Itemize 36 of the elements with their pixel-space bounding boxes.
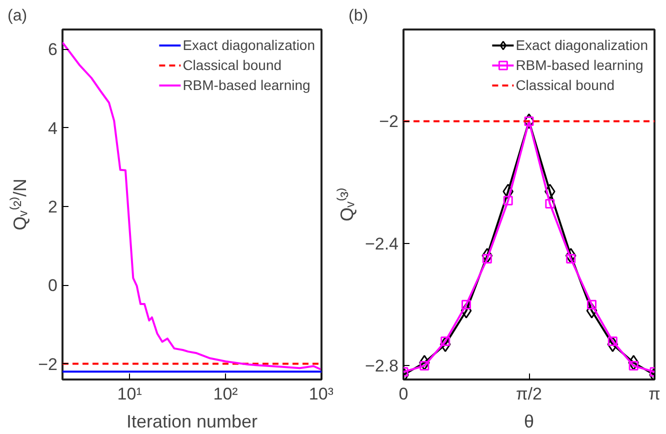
chart-title: (a) bbox=[8, 8, 28, 24]
point bbox=[545, 198, 555, 208]
y-tick-label: 2 bbox=[48, 197, 58, 216]
y-tick-label: 0 bbox=[48, 276, 58, 296]
point bbox=[440, 336, 451, 352]
y-axis-title: Qᵥ⁽³⁾ bbox=[336, 188, 357, 222]
point bbox=[586, 302, 598, 318]
y-tick-label: 6 bbox=[48, 40, 58, 60]
legend-label: RBM-based learning bbox=[516, 57, 644, 73]
x-axis-title: Iteration number bbox=[126, 412, 258, 432]
x-tick-label: π bbox=[648, 384, 660, 404]
point bbox=[607, 336, 618, 352]
x-axis-title: θ bbox=[524, 412, 534, 432]
chart-title: (b) bbox=[348, 8, 368, 24]
legend-label: Classical bound bbox=[182, 57, 282, 73]
point bbox=[565, 248, 576, 264]
point bbox=[460, 302, 472, 318]
x-tick-label: 10² bbox=[213, 384, 238, 404]
y-tick-label: −2.8 bbox=[364, 356, 398, 376]
point bbox=[482, 248, 493, 264]
legend-label: Exact diagonalization bbox=[182, 37, 315, 53]
y-tick-label: −2.4 bbox=[364, 234, 398, 254]
x-tick-label: 10³ bbox=[308, 384, 334, 404]
legend-label: Exact diagonalization bbox=[516, 37, 648, 53]
legend-label: RBM-based learning bbox=[182, 77, 310, 93]
point bbox=[503, 196, 513, 206]
y-tick-label: −2 bbox=[379, 112, 399, 132]
x-tick-label: 10¹ bbox=[117, 384, 142, 404]
point bbox=[587, 300, 596, 310]
point bbox=[524, 116, 534, 126]
point bbox=[462, 300, 471, 310]
y-axis-title: Qᵥ⁽²⁾/N bbox=[9, 178, 30, 230]
y-tick-label: 4 bbox=[48, 118, 58, 138]
legend-label: Classical bound bbox=[516, 77, 615, 93]
y-tick-label: −2 bbox=[38, 354, 58, 374]
x-tick-label: π/2 bbox=[516, 384, 542, 404]
